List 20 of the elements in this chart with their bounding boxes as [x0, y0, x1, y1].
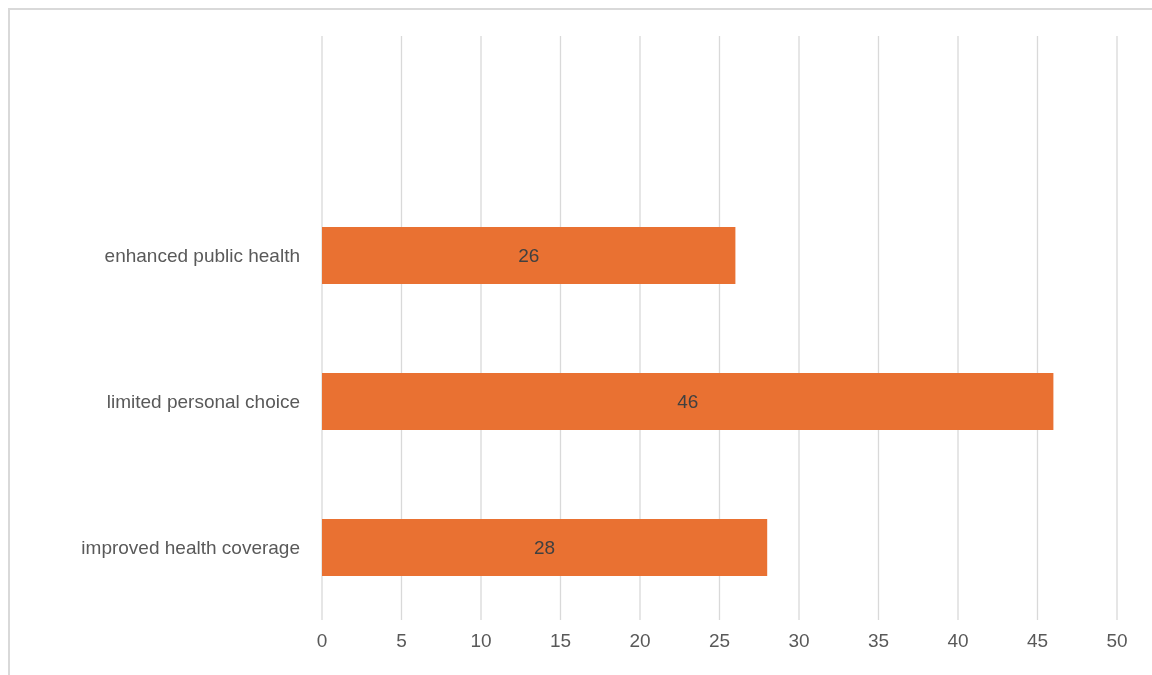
- x-tick-label: 40: [947, 630, 969, 652]
- data-label: 26: [518, 245, 540, 267]
- x-tick-label: 0: [316, 630, 328, 652]
- x-tick-label: 25: [708, 630, 731, 652]
- bar: [322, 519, 768, 576]
- x-tick-label: 5: [396, 630, 407, 652]
- data-label: 28: [534, 537, 556, 559]
- x-tick-label: 45: [1026, 630, 1049, 652]
- y-tick-label: enhanced public health: [104, 244, 300, 266]
- x-tick-label: 50: [1106, 630, 1128, 652]
- y-tick-label: improved health coverage: [81, 536, 300, 558]
- bar: [322, 227, 736, 284]
- x-tick-label: 30: [788, 630, 810, 652]
- x-tick-label: 10: [470, 630, 492, 652]
- data-label: 46: [677, 391, 699, 413]
- bar: [322, 373, 1054, 430]
- x-tick-label: 35: [867, 630, 890, 652]
- x-tick-label: 15: [549, 630, 572, 652]
- x-tick-label: 20: [629, 630, 651, 652]
- y-tick-label: limited personal choice: [106, 390, 300, 412]
